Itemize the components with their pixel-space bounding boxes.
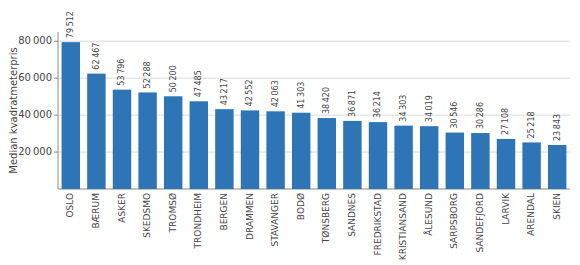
- data-label: 41 303: [297, 82, 306, 109]
- grid-line: [58, 41, 570, 42]
- y-ticks: 20 000 40 000 60 000 80 000: [18, 35, 58, 157]
- data-label: 47 485: [194, 70, 203, 97]
- x-ticks: OSLO BÆRUM ASKER SKEDSMO TROMSØ TRONDHEIM BERG…: [65, 192, 561, 260]
- data-label: 25 218: [527, 111, 536, 138]
- bar: [420, 126, 438, 189]
- bar: [164, 96, 182, 189]
- y-axis-line: [58, 32, 59, 189]
- bar: [446, 133, 464, 189]
- bars: [62, 42, 567, 189]
- category-label: ASKER: [117, 193, 127, 223]
- bar: [266, 111, 284, 189]
- category-label: TØNSBERG: [321, 193, 331, 244]
- data-label: 52 288: [143, 61, 152, 88]
- tick-mark: [54, 41, 58, 42]
- grid-line: [58, 152, 570, 153]
- category-label: DRAMMEN: [245, 193, 255, 240]
- data-label: 27 108: [502, 108, 511, 135]
- category-label: SANDEFJORD: [475, 193, 485, 253]
- category-label: TRONDHEIM: [193, 193, 203, 249]
- category-label: STAVANGER: [270, 193, 280, 246]
- tick-mark: [54, 115, 58, 116]
- data-label: 79 512: [66, 11, 75, 38]
- bar: [87, 74, 105, 189]
- y-axis-label: Median kvadratmeterpris: [8, 47, 19, 173]
- category-label: SKEDSMO: [142, 193, 152, 238]
- tick-mark: [54, 78, 58, 79]
- data-label: 42 063: [271, 80, 280, 107]
- category-label: SARPSBORG: [449, 193, 459, 249]
- bar: [292, 113, 310, 189]
- category-label: ARENDAL: [526, 193, 536, 236]
- chart-container: 20 000 40 000 60 000 80 000 79 512 62 467 53 7…: [0, 0, 580, 265]
- data-label: 62 467: [92, 43, 101, 70]
- data-labels: 79 512 62 467 53 796 52 288 50 200 47 485 43 2…: [66, 11, 561, 141]
- category-label: BERGEN: [219, 193, 229, 231]
- grid-line: [58, 78, 570, 79]
- data-label: 23 843: [553, 114, 562, 141]
- bar: [241, 110, 259, 189]
- tick-label: 80 000: [18, 35, 52, 46]
- bar: [190, 101, 208, 189]
- data-label: 38 420: [322, 87, 331, 114]
- bar: [369, 122, 387, 189]
- bar: [471, 133, 489, 189]
- data-label: 42 552: [246, 79, 255, 106]
- bar: [548, 145, 566, 189]
- data-label: 30 546: [450, 102, 459, 129]
- chart: 20 000 40 000 60 000 80 000 79 512 62 467 53 7…: [0, 0, 580, 265]
- grid-line: [58, 115, 570, 116]
- category-label: LARVIK: [501, 192, 511, 225]
- tick-label: 20 000: [18, 146, 52, 157]
- category-label: KRISTIANSAND: [398, 193, 408, 260]
- data-label: 43 217: [220, 78, 229, 105]
- category-label: TROMSØ: [168, 193, 178, 233]
- data-label: 34 303: [399, 95, 408, 122]
- category-label: BODØ: [296, 193, 306, 220]
- data-label: 53 796: [118, 59, 127, 86]
- grid: [58, 41, 570, 152]
- category-label: SKIEN: [552, 193, 562, 220]
- data-label: 36 214: [374, 91, 383, 118]
- bar: [62, 42, 80, 189]
- bar: [497, 139, 515, 189]
- category-label: BÆRUM: [91, 193, 101, 229]
- tick-mark: [54, 152, 58, 153]
- category-label: SANDNES: [347, 193, 357, 237]
- data-label: 50 200: [169, 65, 178, 92]
- bar: [343, 121, 361, 189]
- bar: [394, 126, 412, 189]
- tick-label: 40 000: [18, 109, 52, 120]
- data-label: 30 286: [476, 102, 485, 129]
- data-label: 34 019: [425, 95, 434, 122]
- x-axis-line: [58, 189, 570, 190]
- category-label: ÅLESUND: [423, 193, 434, 236]
- bar: [522, 142, 540, 189]
- bar: [318, 118, 336, 189]
- bar: [138, 92, 156, 189]
- category-label: FREDRIKSTAD: [373, 193, 383, 256]
- bar: [113, 90, 131, 189]
- tick-label: 60 000: [18, 72, 52, 83]
- category-label: OSLO: [65, 193, 75, 218]
- bar: [215, 109, 233, 189]
- data-label: 36 871: [348, 90, 357, 117]
